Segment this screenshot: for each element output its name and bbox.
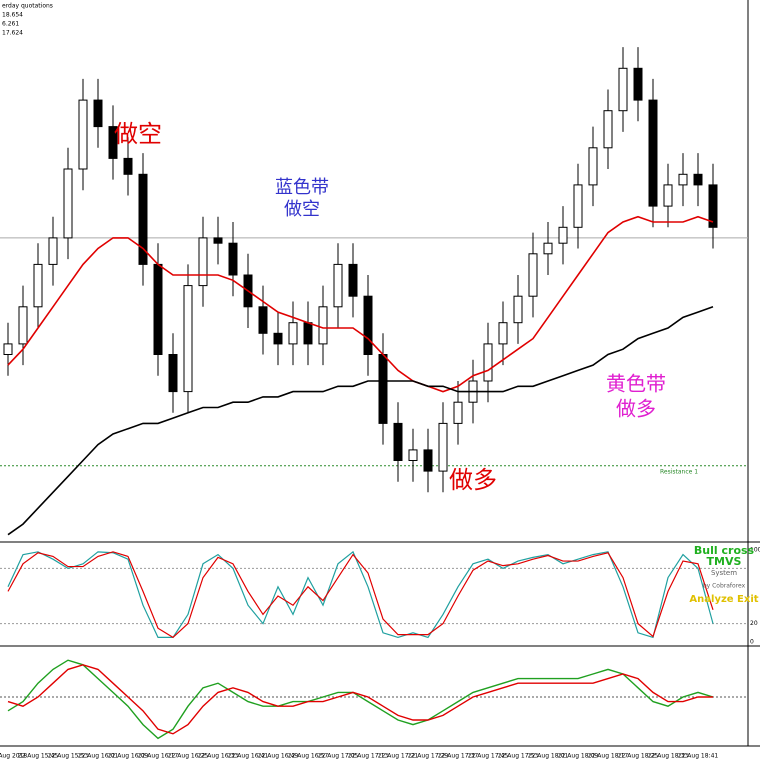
header-text: 18.654 (2, 12, 23, 19)
candle-body (498, 322, 508, 345)
candle-body (303, 322, 313, 345)
x-tick-label: 22 Aug 16:49 (258, 753, 299, 760)
x-tick-label: 22 Aug 18:17 (588, 753, 629, 760)
moving-average (7, 306, 714, 536)
candle-body (288, 322, 298, 345)
annotation: 蓝色带 (275, 177, 329, 198)
candle-body (273, 332, 283, 345)
candle-body (63, 168, 73, 239)
x-tick-label: 22 Aug 17:45 (468, 753, 509, 760)
x-tick-label: 22 Aug 18:25 (618, 753, 659, 760)
candle-body (708, 184, 718, 228)
candle-body (693, 173, 703, 186)
candle-body (198, 237, 208, 287)
x-tick-label: 22 Aug 16:41 (228, 753, 269, 760)
stochastic-line (7, 551, 714, 639)
candle-body (423, 449, 433, 472)
x-tick-label: 22 Aug 15:53 (48, 753, 89, 760)
candle-body (363, 295, 373, 356)
candle-body (588, 147, 598, 186)
annotation: 做空 (284, 199, 320, 220)
overlay-text: TMVS (707, 555, 742, 568)
candle-body (48, 237, 58, 265)
x-tick-label: 22 Aug 18:41 (678, 753, 719, 760)
annotation: 做多 (449, 466, 497, 494)
candle-body (453, 401, 463, 424)
candle-body (348, 263, 358, 297)
candle-body (573, 184, 583, 228)
candle-body (213, 237, 223, 244)
stochastic-line (7, 550, 714, 639)
candle-body (633, 67, 643, 101)
annotation: 做多 (616, 397, 656, 421)
candle-body (318, 306, 328, 345)
candle-body (648, 99, 658, 207)
candle-body (558, 226, 568, 244)
candle-body (513, 295, 523, 324)
x-tick-label: 22 Aug 15:45 (18, 753, 59, 760)
x-tick-label: 22 Aug 16:09 (108, 753, 149, 760)
trix-line (7, 659, 714, 740)
candle-body (123, 157, 133, 175)
overlay-text: Analyze Exit (689, 594, 758, 605)
annotation: 黄色带 (606, 372, 666, 396)
x-tick-label: 22 Aug 18:09 (558, 753, 599, 760)
x-tick-label: 22 Aug 17:21 (378, 753, 419, 760)
x-tick-label: 22 Aug 16:17 (138, 753, 179, 760)
candle-body (528, 253, 538, 297)
candle-body (438, 422, 448, 472)
overlay-text: Bull cross (694, 544, 755, 557)
x-tick-label: 22 Aug 17:29 (408, 753, 449, 760)
overlay-text: System (711, 569, 737, 577)
header-text: erday quotations (2, 3, 53, 10)
x-tick-label: 22 Aug 17:13 (348, 753, 389, 760)
header-text: 6.261 (2, 21, 19, 28)
candle-body (483, 343, 493, 382)
moving-average (7, 215, 714, 393)
candle-body (408, 449, 418, 461)
x-tick-label: 22 Aug 16:25 (168, 753, 209, 760)
x-tick-label: 22 Aug 18:01 (528, 753, 569, 760)
candle-body (93, 99, 103, 128)
x-tick-label: 22 Aug 17:37 (438, 753, 479, 760)
y-tick-label: 0 (750, 639, 754, 646)
resistance-label: Resistance 1 (660, 468, 698, 475)
x-tick-label: 22 Aug 17:53 (498, 753, 539, 760)
candle-body (333, 263, 343, 308)
x-tick-label: 22 Aug 2018 (0, 753, 27, 760)
x-tick-label: 22 Aug 16:33 (198, 753, 239, 760)
candle-body (18, 306, 28, 345)
x-tick-label: 22 Aug 16:57 (288, 753, 329, 760)
candle-body (258, 306, 268, 334)
candle-body (168, 354, 178, 393)
candle-body (543, 242, 553, 255)
candle-body (33, 263, 43, 308)
candle-body (378, 354, 388, 424)
candle-body (78, 99, 88, 170)
trix-line (7, 664, 713, 735)
candle-body (138, 173, 148, 265)
annotation: 做空 (114, 120, 162, 148)
candle-body (183, 285, 193, 393)
x-tick-label: 22 Aug 18:33 (648, 753, 689, 760)
x-tick-label: 22 Aug 17:05 (318, 753, 359, 760)
overlay-text: by Cobraforex (703, 583, 746, 590)
y-tick-label: 20 (750, 620, 758, 627)
candle-body (663, 184, 673, 207)
candle-body (618, 67, 628, 112)
candle-body (393, 422, 403, 461)
candle-body (108, 126, 118, 159)
candle-body (3, 343, 13, 355)
x-tick-label: 22 Aug 16:01 (78, 753, 119, 760)
candle-body (228, 242, 238, 276)
candle-body (603, 110, 613, 149)
candle-body (678, 173, 688, 186)
candle-body (153, 263, 163, 355)
header-text: 17.624 (2, 30, 23, 37)
y-tick-label: 100 (750, 547, 760, 554)
